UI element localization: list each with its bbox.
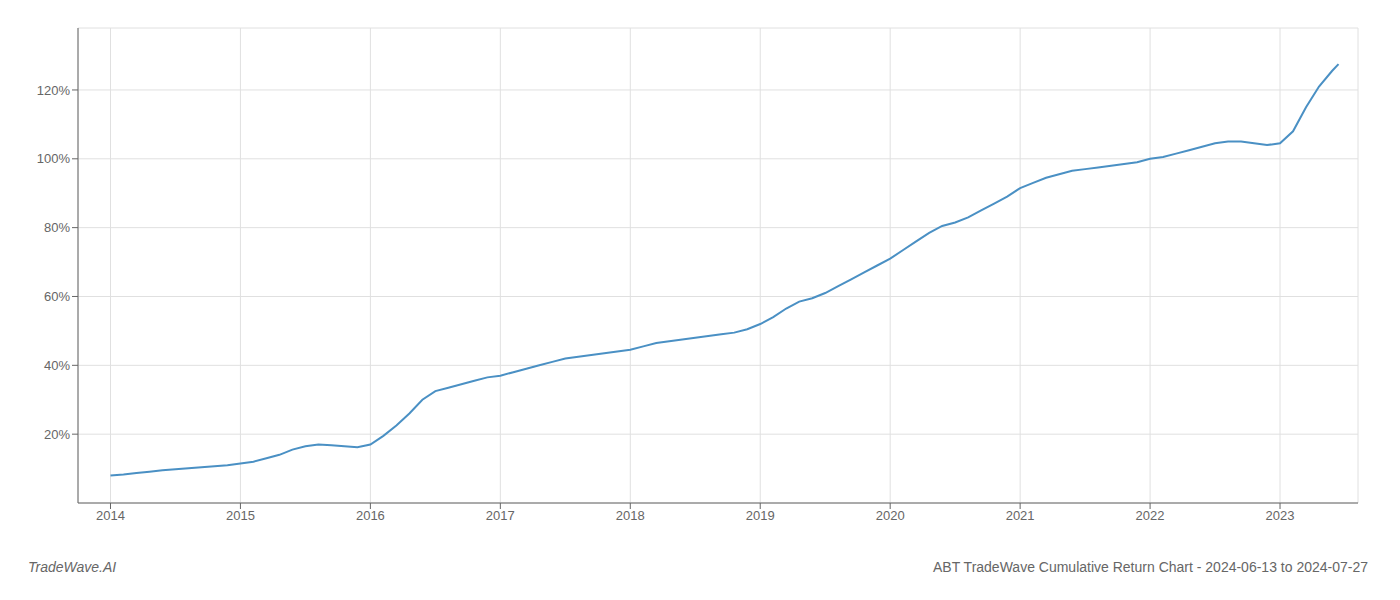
svg-text:100%: 100%: [37, 151, 71, 166]
svg-text:60%: 60%: [44, 289, 70, 304]
svg-text:20%: 20%: [44, 427, 70, 442]
svg-text:2014: 2014: [96, 508, 125, 523]
svg-text:2018: 2018: [616, 508, 645, 523]
svg-text:2015: 2015: [226, 508, 255, 523]
svg-text:2023: 2023: [1266, 508, 1295, 523]
html-text:TradeWave.AI: TradeWave.AI: [28, 559, 117, 575]
svg-text:2017: 2017: [486, 508, 515, 523]
html-text:ABT TradeWave Cumulative Retur: ABT TradeWave Cumulative Return Chart - …: [933, 559, 1368, 575]
svg-text:120%: 120%: [37, 83, 71, 98]
svg-text:2019: 2019: [746, 508, 775, 523]
svg-text:2022: 2022: [1136, 508, 1165, 523]
svg-text:2020: 2020: [876, 508, 905, 523]
svg-text:2021: 2021: [1006, 508, 1035, 523]
svg-text:80%: 80%: [44, 220, 70, 235]
svg-text:2016: 2016: [356, 508, 385, 523]
svg-text:40%: 40%: [44, 358, 70, 373]
